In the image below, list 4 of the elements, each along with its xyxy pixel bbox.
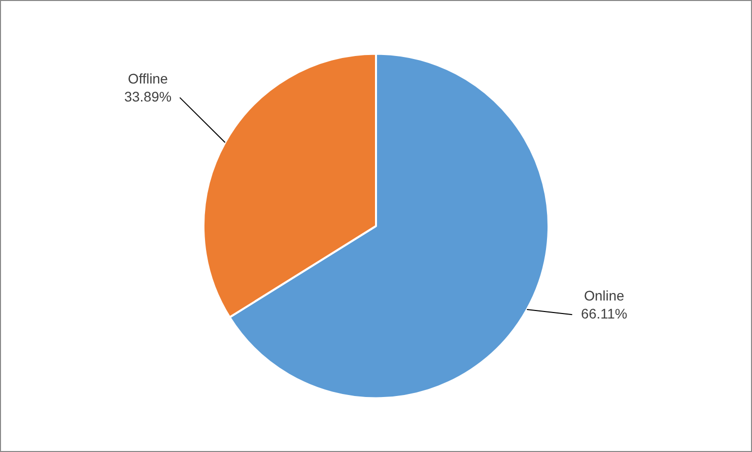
data-label: 33.89% [124,88,172,104]
slice-label: Online [584,288,625,304]
slice-label: Offline [128,70,168,86]
data-label: 66.11% [580,305,628,322]
